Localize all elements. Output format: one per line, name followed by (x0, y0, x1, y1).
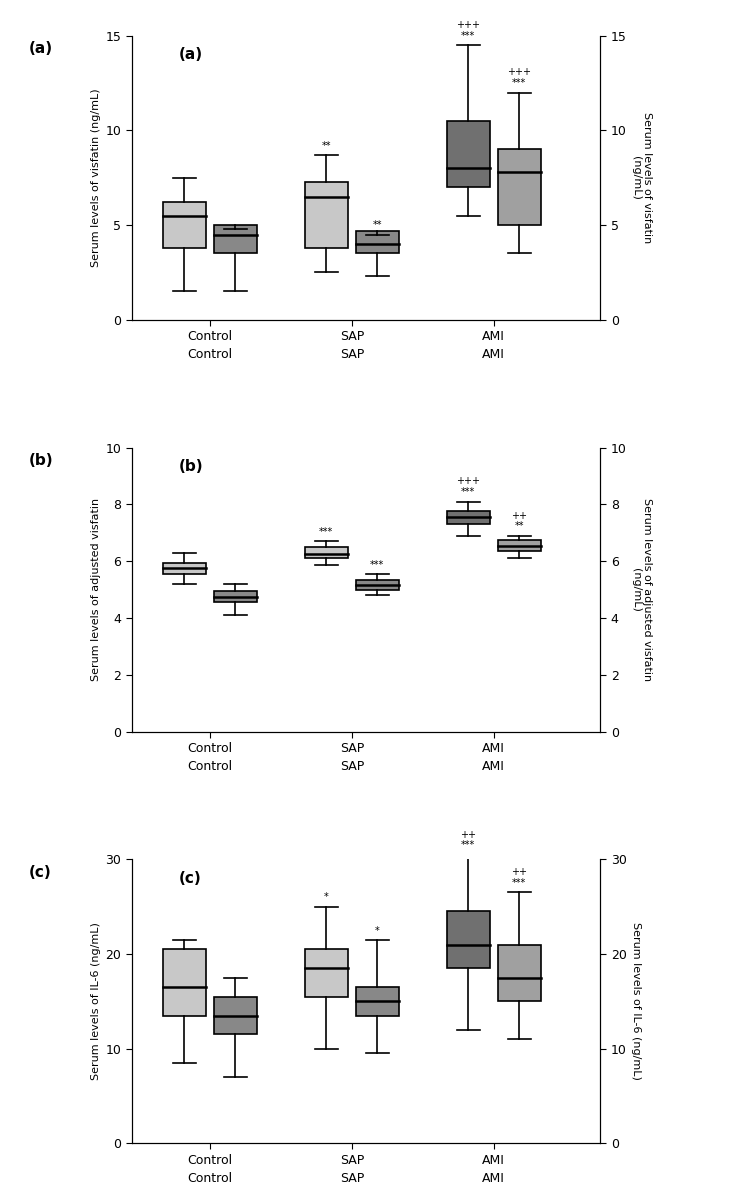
Bar (498, 944, 541, 1002)
Bar (356, 987, 399, 1016)
Bar (356, 580, 399, 590)
Text: (a): (a) (179, 48, 203, 62)
Bar (214, 997, 257, 1035)
Text: +++
***: +++ *** (456, 476, 480, 498)
Y-axis label: Serum levels of visfatin
(ng/mL): Serum levels of visfatin (ng/mL) (631, 112, 652, 243)
Bar (498, 149, 541, 225)
Text: ++
***: ++ *** (512, 867, 527, 888)
Text: ***: *** (319, 526, 333, 537)
Text: Control: Control (187, 760, 232, 773)
Y-axis label: Serum levels of adjusted visfatin: Serum levels of adjusted visfatin (92, 498, 101, 681)
Text: ***: *** (370, 560, 384, 569)
Text: AMI: AMI (482, 348, 505, 361)
Y-axis label: Serum levels of adjusted visfatin
(ng/mL): Serum levels of adjusted visfatin (ng/mL… (631, 498, 652, 681)
Text: Control: Control (187, 348, 232, 361)
Text: SAP: SAP (340, 348, 364, 361)
Bar (214, 225, 257, 254)
Text: SAP: SAP (340, 760, 364, 773)
Text: ++
***: ++ *** (460, 830, 477, 850)
Bar (498, 540, 541, 551)
Text: AMI: AMI (482, 760, 505, 773)
Text: Control: Control (187, 1172, 232, 1185)
Bar (163, 562, 206, 574)
Bar (447, 511, 490, 524)
Bar (214, 591, 257, 603)
Bar (305, 949, 348, 997)
Bar (163, 202, 206, 248)
Text: **: ** (373, 220, 382, 230)
Bar (356, 231, 399, 254)
Text: +++
***: +++ *** (507, 68, 531, 88)
Text: (c): (c) (179, 871, 201, 886)
Y-axis label: Serum levels of visfatin (ng/mL): Serum levels of visfatin (ng/mL) (92, 88, 101, 267)
Bar (305, 547, 348, 559)
Text: SAP: SAP (340, 1172, 364, 1185)
Text: ++
**: ++ ** (512, 511, 527, 531)
Text: (b): (b) (29, 454, 53, 468)
Text: +++
***: +++ *** (456, 20, 480, 40)
Text: AMI: AMI (482, 1172, 505, 1185)
Bar (447, 911, 490, 968)
Text: (c): (c) (29, 865, 51, 880)
Text: *: * (324, 892, 329, 903)
Bar (305, 181, 348, 248)
Text: (a): (a) (29, 42, 53, 56)
Bar (163, 949, 206, 1016)
Y-axis label: Serum levels of IL-6 (ng/mL): Serum levels of IL-6 (ng/mL) (631, 922, 640, 1080)
Y-axis label: Serum levels of IL-6 (ng/mL): Serum levels of IL-6 (ng/mL) (92, 922, 101, 1080)
Bar (447, 121, 490, 187)
Text: **: ** (321, 141, 331, 151)
Text: *: * (375, 925, 380, 936)
Text: (b): (b) (179, 459, 203, 474)
